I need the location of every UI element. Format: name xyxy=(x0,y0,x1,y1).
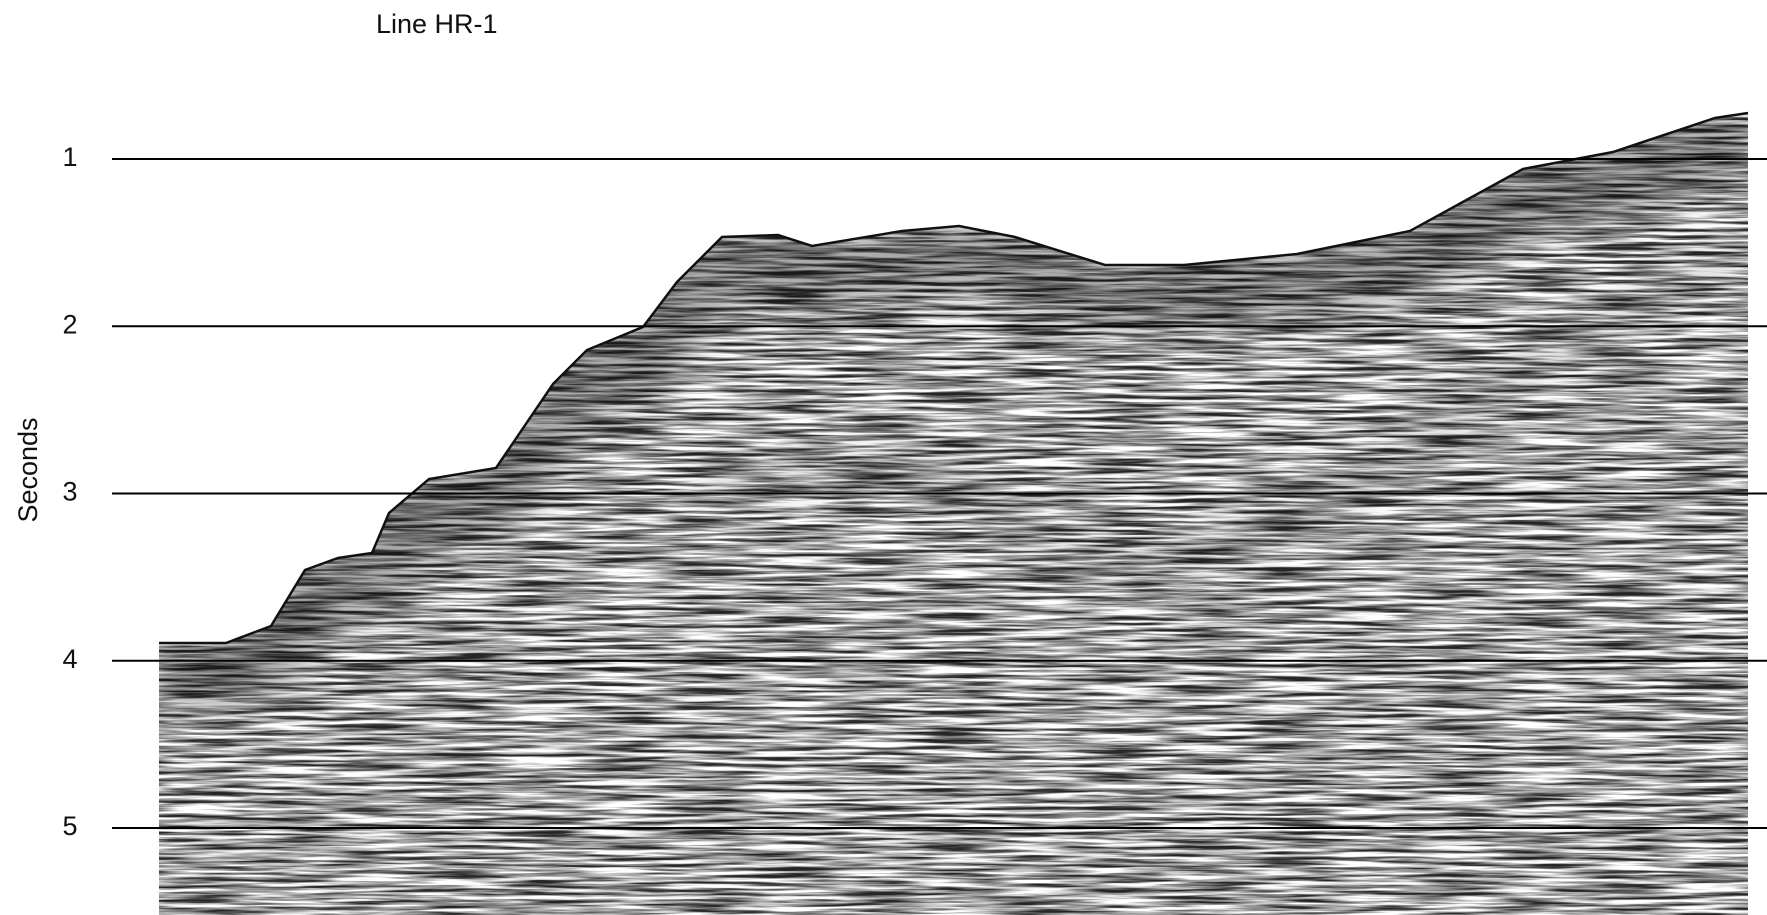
y-tick-label: 3 xyxy=(62,477,77,507)
seismic-section xyxy=(159,113,1748,915)
y-axis-label: Seconds xyxy=(13,417,43,522)
seafloor xyxy=(159,111,1749,645)
chart-title: Line HR-1 xyxy=(376,9,498,39)
y-tick-label: 5 xyxy=(62,811,77,841)
y-tick-label: 4 xyxy=(62,644,77,674)
y-tick-label: 1 xyxy=(62,142,77,172)
y-tick-label: 2 xyxy=(62,309,77,339)
